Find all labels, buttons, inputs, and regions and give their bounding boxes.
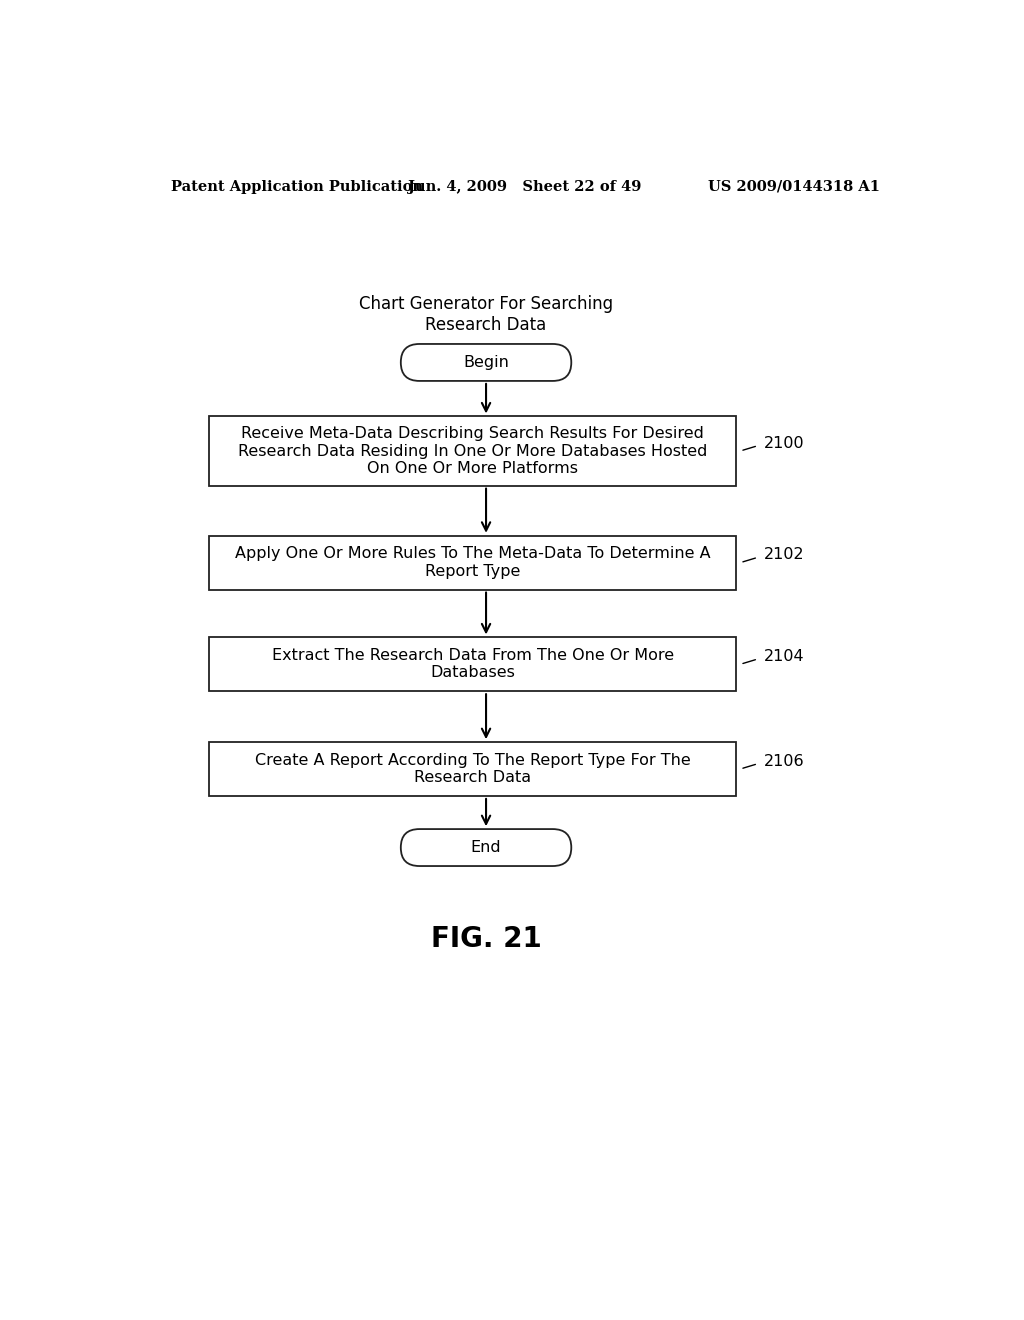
Text: 2100: 2100	[764, 436, 804, 451]
Text: US 2009/0144318 A1: US 2009/0144318 A1	[708, 180, 880, 194]
Text: 2102: 2102	[764, 548, 804, 562]
Bar	[209, 638, 736, 692]
Text: Patent Application Publication: Patent Application Publication	[171, 180, 423, 194]
Text: Create A Report According To The Report Type For The
Research Data: Create A Report According To The Report …	[255, 752, 691, 785]
Text: Jun. 4, 2009   Sheet 22 of 49: Jun. 4, 2009 Sheet 22 of 49	[409, 180, 641, 194]
Text: Chart Generator For Searching
Research Data: Chart Generator For Searching Research D…	[359, 296, 613, 334]
Bar	[209, 416, 736, 486]
Text: Extract The Research Data From The One Or More
Databases: Extract The Research Data From The One O…	[271, 648, 674, 681]
Text: Receive Meta-Data Describing Search Results For Desired
Research Data Residing I: Receive Meta-Data Describing Search Resu…	[239, 426, 708, 477]
FancyBboxPatch shape	[400, 829, 571, 866]
Text: FIG. 21: FIG. 21	[431, 924, 542, 953]
Text: 2106: 2106	[764, 754, 804, 768]
Text: Begin: Begin	[463, 355, 509, 370]
Bar	[209, 536, 736, 590]
Text: 2104: 2104	[764, 649, 804, 664]
Text: End: End	[471, 840, 502, 855]
FancyBboxPatch shape	[400, 345, 571, 381]
Text: Apply One Or More Rules To The Meta-Data To Determine A
Report Type: Apply One Or More Rules To The Meta-Data…	[236, 546, 711, 579]
Bar	[209, 742, 736, 796]
